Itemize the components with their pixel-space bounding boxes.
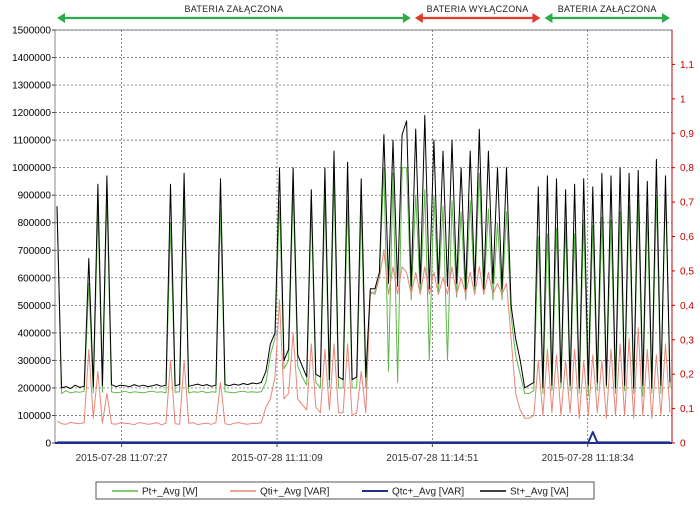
series-line-qti — [56, 249, 671, 426]
banner-label: BATERIA ZAŁĄCZONA — [558, 4, 657, 14]
y-tick-label: 1000000 — [12, 163, 51, 174]
y-tick-label: 1500000 — [12, 26, 51, 37]
x-axis: 2015-07-28 11:07:27 2015-07-28 11:11:09 20… — [76, 443, 635, 464]
y-tick-label: 800000 — [18, 218, 52, 229]
banner-arrowhead-right — [532, 13, 541, 23]
y2-tick-label: 0,6 — [680, 232, 694, 243]
y-axis-left: 0 100000 200000 300000 400000 500000 600000 700… — [12, 26, 55, 450]
y2-tick-label: 0,3 — [680, 335, 694, 346]
y-tick-label: 300000 — [18, 356, 52, 367]
y-tick-label: 1300000 — [12, 81, 51, 92]
banner-label: BATERIA ZAŁĄCZONA — [184, 4, 283, 14]
y-axis-right: 0 0,1 0,2 0,3 0,4 0,5 0,6 0,7 0,8 0,9 1 1,1 — [671, 30, 694, 450]
x-tick-label: 2015-07-28 11:18:34 — [542, 453, 635, 464]
y-tick-label: 700000 — [18, 246, 52, 257]
legend-box — [95, 481, 595, 500]
y-tick-label: 900000 — [18, 191, 52, 202]
x-tick-label: 2015-07-28 11:11:09 — [231, 453, 323, 464]
y2-tick-label: 0 — [680, 439, 686, 450]
banner-arrowhead-left — [414, 13, 423, 23]
banner-label-bg — [423, 2, 532, 16]
battery-state-banners: BATERIA ZAŁĄCZONA BATERIA WYŁĄCZONA BATERI… — [57, 2, 670, 23]
y2-tick-label: 0,4 — [680, 301, 694, 312]
banner-arrowhead-left — [57, 13, 65, 23]
y-tick-label: 0 — [45, 439, 51, 450]
y-tick-label: 200000 — [18, 383, 52, 394]
x-tick-label: 2015-07-28 11:07:27 — [76, 453, 169, 464]
y2-tick-label: 0,1 — [680, 404, 694, 415]
legend: Pt+_Avg [W] Qti+_Avg [VAR] Qtc+_Avg [VAR] S… — [95, 481, 595, 500]
y2-tick-label: 1,1 — [680, 60, 694, 71]
legend-label-qti: Qti+_Avg [VAR] — [260, 487, 330, 498]
legend-label-qtc: Qtc+_Avg [VAR] — [392, 487, 464, 498]
y-tick-label: 1200000 — [12, 108, 51, 119]
banner-label-bg — [552, 2, 662, 16]
y-tick-label: 600000 — [18, 273, 52, 284]
y2-tick-label: 0,5 — [680, 266, 694, 277]
x-tick-label: 2015-07-28 11:14:51 — [386, 453, 479, 464]
legend-label-st: St+_Avg [VA] — [510, 487, 569, 498]
y-tick-label: 500000 — [18, 301, 52, 312]
banner-arrowhead-right — [662, 13, 670, 23]
banner-arrowhead-left — [544, 13, 553, 23]
y2-tick-label: 0,7 — [680, 198, 694, 209]
y-tick-label: 400000 — [18, 328, 52, 339]
y2-tick-label: 0,8 — [680, 163, 694, 174]
banner-label: BATERIA WYŁĄCZONA — [427, 4, 529, 14]
banner-arrowhead-right — [402, 13, 411, 23]
banner-label-bg — [179, 2, 289, 16]
y2-tick-label: 0,2 — [680, 370, 694, 381]
y2-tick-label: 1 — [680, 94, 686, 105]
y2-tick-label: 0,9 — [680, 129, 694, 140]
y-tick-label: 1100000 — [13, 136, 52, 147]
y-tick-label: 100000 — [18, 411, 52, 422]
series-line-st — [56, 114, 671, 389]
y-tick-label: 1400000 — [12, 53, 51, 64]
legend-label-pt: Pt+_Avg [W] — [142, 487, 198, 498]
